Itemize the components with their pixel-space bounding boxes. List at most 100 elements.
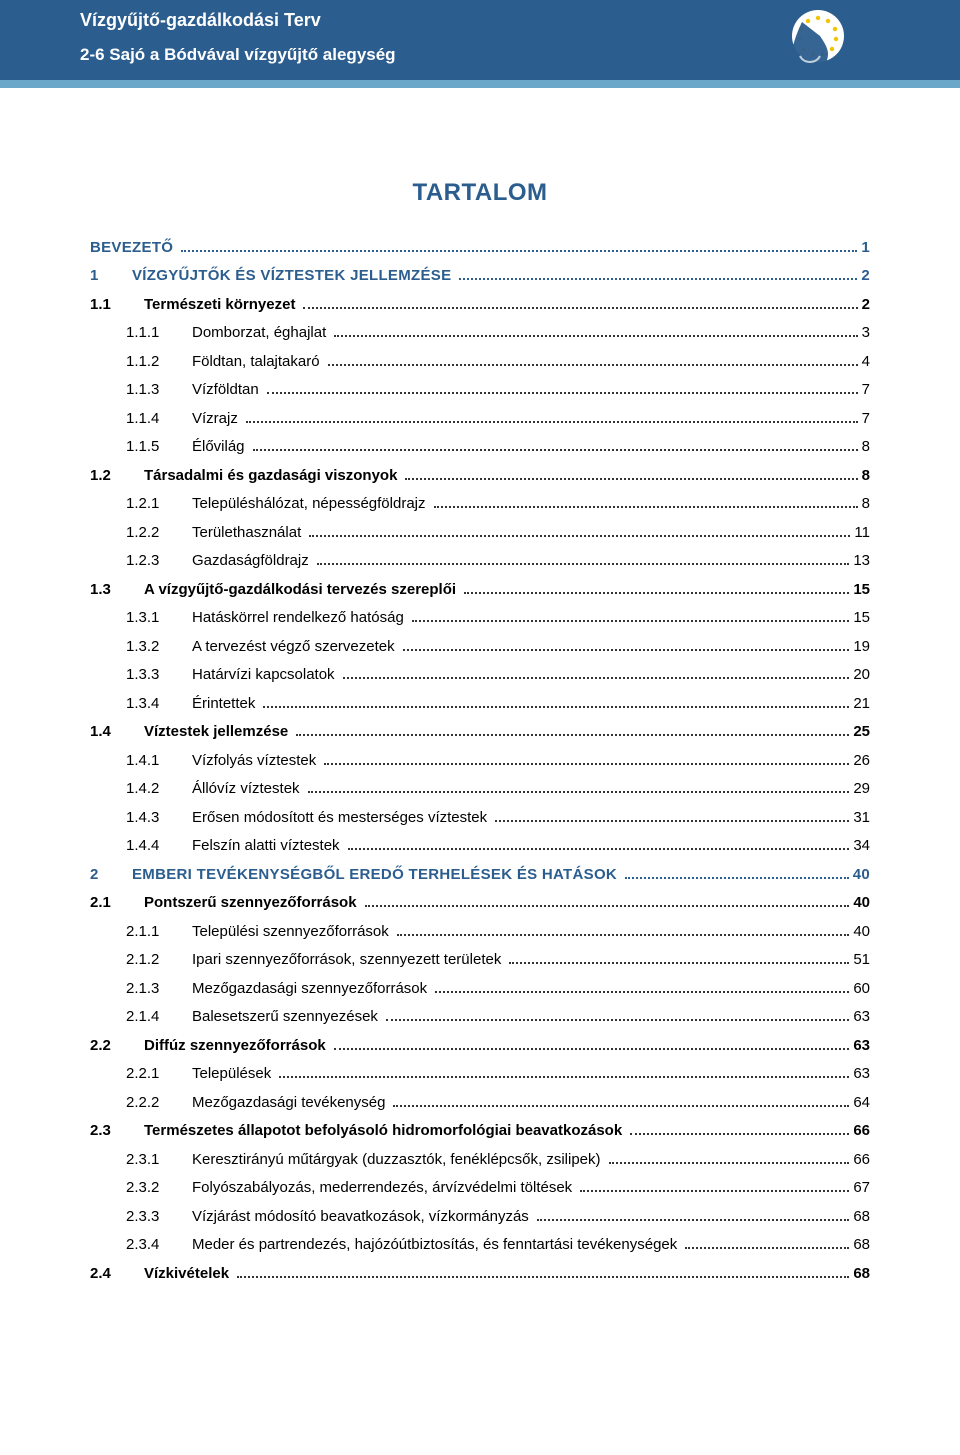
toc-leader-dots	[263, 694, 849, 707]
toc-entry-number: 1.4	[90, 718, 126, 747]
toc-entry[interactable]: 1VÍZGYŰJTŐK ÉS VÍZTESTEK JELLEMZÉSE2	[90, 262, 870, 291]
toc-entry-page: 51	[853, 946, 870, 975]
toc-entry[interactable]: 2.2.2Mezőgazdasági tevékenység64	[90, 1089, 870, 1118]
toc-entry[interactable]: 2.1.1Települési szennyezőforrások40	[90, 918, 870, 947]
toc-entry[interactable]: 1.4.1Vízfolyás víztestek26	[90, 747, 870, 776]
toc-entry[interactable]: 2.2Diffúz szennyezőforrások63	[90, 1032, 870, 1061]
toc-entry-text: Területhasználat	[192, 519, 301, 548]
toc-entry[interactable]: 1.1.3Vízföldtan7	[90, 376, 870, 405]
toc-leader-dots	[334, 324, 857, 337]
toc-entry-number: 1.2	[90, 462, 126, 491]
toc-entry-number: 2.2.1	[126, 1060, 174, 1089]
toc-entry-text: Élővilág	[192, 433, 245, 462]
toc-leader-dots	[279, 1065, 849, 1078]
header-subtitle: 2-6 Sajó a Bódvával vízgyűjtő alegység	[80, 45, 880, 65]
page: Vízgyűjtő-gazdálkodási Terv 2-6 Sajó a B…	[0, 0, 960, 1328]
toc-leader-dots	[393, 1093, 849, 1106]
toc-entry[interactable]: 1.2.1Településhálózat, népességföldrajz8	[90, 490, 870, 519]
eu-droplet-icon	[770, 8, 850, 88]
toc-entry[interactable]: 1.4Víztestek jellemzése25	[90, 718, 870, 747]
toc-entry[interactable]: 1.3.1Hatáskörrel rendelkező hatóság15	[90, 604, 870, 633]
toc-entry-page: 64	[853, 1089, 870, 1118]
toc-entry-page: 2	[861, 262, 870, 291]
toc-leader-dots	[303, 295, 857, 308]
toc-entry-number: 1.3	[90, 576, 126, 605]
toc-entry[interactable]: 2.3.2Folyószabályozás, mederrendezés, ár…	[90, 1174, 870, 1203]
toc-entry[interactable]: 1.3A vízgyűjtő-gazdálkodási tervezés sze…	[90, 576, 870, 605]
toc-entry-page: 40	[853, 889, 870, 918]
toc-entry-text: Települési szennyezőforrások	[192, 918, 389, 947]
toc-entry-text: Határvízi kapcsolatok	[192, 661, 335, 690]
toc-entry-text: Vízrajz	[192, 405, 238, 434]
toc-leader-dots	[328, 352, 858, 365]
toc-entry[interactable]: 1.2.3Gazdaságföldrajz13	[90, 547, 870, 576]
toc-leader-dots	[181, 238, 857, 251]
toc-entry-text: Mezőgazdasági szennyezőforrások	[192, 975, 427, 1004]
toc-leader-dots	[246, 409, 858, 422]
toc-entry[interactable]: 1.4.4Felszín alatti víztestek34	[90, 832, 870, 861]
toc-entry[interactable]: 2.1.3Mezőgazdasági szennyezőforrások60	[90, 975, 870, 1004]
toc-leader-dots	[309, 523, 850, 536]
toc-entry[interactable]: 2.3.3Vízjárást módosító beavatkozások, v…	[90, 1203, 870, 1232]
toc-leader-dots	[435, 979, 849, 992]
toc-entry-text: Állóvíz víztestek	[192, 775, 300, 804]
toc-leader-dots	[386, 1008, 849, 1021]
toc-entry[interactable]: 1.2Társadalmi és gazdasági viszonyok8	[90, 462, 870, 491]
toc-entry[interactable]: 1.1.4Vízrajz7	[90, 405, 870, 434]
toc-entry-number: 2.1.1	[126, 918, 174, 947]
toc-entry-page: 25	[853, 718, 870, 747]
toc-entry-text: Vízföldtan	[192, 376, 259, 405]
toc-leader-dots	[412, 609, 850, 622]
toc-entry[interactable]: 2.2.1Települések63	[90, 1060, 870, 1089]
toc-entry[interactable]: 2.3.4Meder és partrendezés, hajózóútbizt…	[90, 1231, 870, 1260]
toc-entry-number: 1	[90, 262, 114, 291]
toc-entry-page: 1	[861, 234, 870, 263]
toc-entry-number: 2.3.2	[126, 1174, 174, 1203]
toc-entry-number: 1.2.1	[126, 490, 174, 519]
toc-leader-dots	[625, 865, 849, 878]
toc-entry[interactable]: 1.4.2Állóvíz víztestek29	[90, 775, 870, 804]
toc-entry-number: 1.3.4	[126, 690, 174, 719]
toc-entry[interactable]: 1.1.1Domborzat, éghajlat3	[90, 319, 870, 348]
toc-leader-dots	[343, 666, 850, 679]
toc-leader-dots	[609, 1150, 850, 1163]
toc-entry-text: Domborzat, éghajlat	[192, 319, 326, 348]
toc-entry-number: 1.4.2	[126, 775, 174, 804]
toc-entry[interactable]: 1.1.5Élővilág8	[90, 433, 870, 462]
toc-leader-dots	[237, 1264, 849, 1277]
toc-leader-dots	[434, 495, 858, 508]
toc-leader-dots	[403, 637, 850, 650]
toc-entry-page: 8	[862, 490, 870, 519]
toc-entry[interactable]: BEVEZETŐ1	[90, 234, 870, 263]
toc-leader-dots	[495, 808, 849, 821]
toc-leader-dots	[685, 1236, 849, 1249]
toc-entry[interactable]: 1.3.2A tervezést végző szervezetek19	[90, 633, 870, 662]
toc-entry[interactable]: 1.1.2Földtan, talajtakaró4	[90, 348, 870, 377]
toc-entry-text: Meder és partrendezés, hajózóútbiztosítá…	[192, 1231, 677, 1260]
toc-entry[interactable]: 1.3.4Érintettek21	[90, 690, 870, 719]
toc-entry[interactable]: 2.1.4Balesetszerű szennyezések63	[90, 1003, 870, 1032]
toc-entry[interactable]: 1.4.3Erősen módosított és mesterséges ví…	[90, 804, 870, 833]
toc-entry[interactable]: 2.1Pontszerű szennyezőforrások40	[90, 889, 870, 918]
toc-entry-page: 66	[853, 1117, 870, 1146]
toc-entry[interactable]: 2.1.2Ipari szennyezőforrások, szennyezet…	[90, 946, 870, 975]
toc-entry-page: 60	[853, 975, 870, 1004]
toc-entry-text: EMBERI TEVÉKENYSÉGBŐL EREDŐ TERHELÉSEK É…	[132, 861, 617, 890]
toc-entry[interactable]: 2EMBERI TEVÉKENYSÉGBŐL EREDŐ TERHELÉSEK …	[90, 861, 870, 890]
toc-leader-dots	[464, 580, 849, 593]
toc-entry-page: 40	[853, 861, 870, 890]
toc-entry-number: 1.1.2	[126, 348, 174, 377]
toc-entry[interactable]: 1.2.2Területhasználat11	[90, 519, 870, 548]
toc-entry[interactable]: 2.3.1Keresztirányú műtárgyak (duzzasztók…	[90, 1146, 870, 1175]
toc-entry-number: 1.2.2	[126, 519, 174, 548]
toc-entry-page: 63	[853, 1060, 870, 1089]
toc-leader-dots	[267, 381, 858, 394]
toc-title: TARTALOM	[90, 170, 870, 216]
toc-entry[interactable]: 1.1Természeti környezet2	[90, 291, 870, 320]
toc-entry[interactable]: 2.3Természetes állapotot befolyásoló hid…	[90, 1117, 870, 1146]
toc-entry-number: 2.3	[90, 1117, 126, 1146]
toc-entry-number: 1.4.1	[126, 747, 174, 776]
toc-entry-page: 4	[862, 348, 870, 377]
toc-entry[interactable]: 1.3.3Határvízi kapcsolatok20	[90, 661, 870, 690]
toc-entry[interactable]: 2.4Vízkivételek68	[90, 1260, 870, 1289]
